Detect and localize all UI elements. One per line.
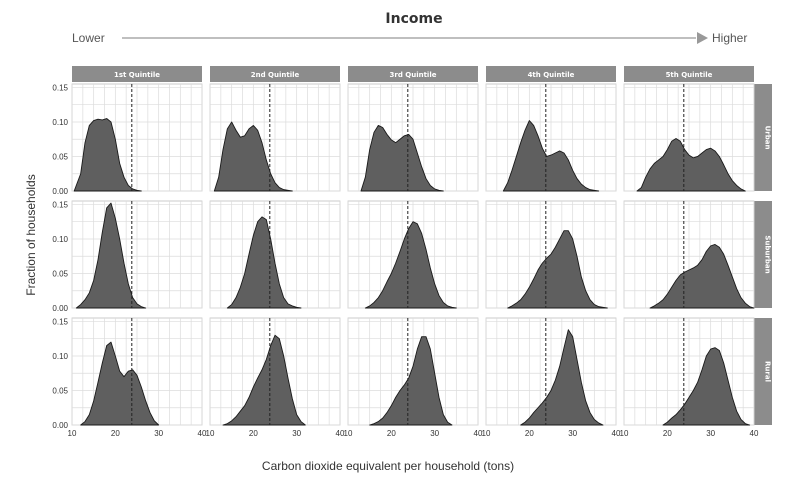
y-tick-label: 0.05: [52, 386, 68, 395]
y-tick-label: 0.15: [52, 83, 68, 92]
panel-rural-5th-quintile: 10 20 30 40: [620, 317, 759, 438]
chart-title: Income: [385, 11, 442, 27]
density-area: [662, 347, 751, 426]
row-header-urban: [754, 84, 772, 191]
panel-urban-2nd-quintile: [209, 83, 341, 192]
y-tick-label: 0.15: [52, 317, 68, 326]
column-header-label: 1st Quintile: [114, 71, 160, 79]
panel-suburban-5th-quintile: [623, 200, 755, 309]
x-tick-label: 10: [344, 429, 353, 438]
x-tick-label: 20: [249, 429, 258, 438]
x-tick-label: 20: [111, 429, 120, 438]
row-header-label: Urban: [764, 126, 772, 150]
y-tick-label: 0.00: [52, 304, 68, 313]
column-header-label: 3rd Quintile: [390, 71, 437, 79]
density-area: [360, 124, 444, 192]
x-tick-label: 40: [750, 429, 759, 438]
panel-suburban-3rd-quintile: [347, 200, 479, 309]
x-tick-label: 40: [474, 429, 483, 438]
x-tick-label: 30: [292, 429, 301, 438]
density-area: [364, 221, 457, 309]
density-area: [520, 329, 604, 426]
panel-grid: 1st Quintile 2nd Quintile 3rd Quintile 4th …: [52, 66, 772, 438]
y-tick-label: 0.05: [52, 152, 68, 161]
y-tick-label: 0.00: [52, 187, 68, 196]
income-lower-label: Lower: [72, 31, 105, 45]
column-header-2nd-quintile: [210, 66, 340, 82]
column-header-3rd-quintile: [348, 66, 478, 82]
x-tick-label: 30: [154, 429, 163, 438]
x-tick-label: 20: [525, 429, 534, 438]
row-header-label: Suburban: [764, 235, 772, 273]
column-header-5th-quintile: [624, 66, 754, 82]
y-axis-title: Fraction of households: [24, 174, 38, 295]
row-header-rural: [754, 318, 772, 425]
column-header-label: 2nd Quintile: [251, 71, 300, 79]
column-header-label: 4th Quintile: [528, 71, 575, 79]
x-axis-title: Carbon dioxide equivalent per household …: [262, 459, 514, 473]
density-area: [222, 334, 306, 426]
density-area: [649, 244, 755, 309]
panel-suburban-2nd-quintile: [209, 200, 341, 309]
x-tick-label: 10: [206, 429, 215, 438]
panel-urban-5th-quintile: [623, 83, 755, 192]
x-tick-label: 10: [620, 429, 629, 438]
x-tick-label: 30: [568, 429, 577, 438]
panel-rural-1st-quintile: 0.00 0.05 0.10 0.15 10 20 30 40: [52, 317, 207, 438]
x-tick-label: 30: [706, 429, 715, 438]
y-tick-label: 0.05: [52, 269, 68, 278]
row-header-label: Rural: [764, 361, 772, 382]
y-tick-label: 0.10: [52, 235, 68, 244]
column-header-4th-quintile: [486, 66, 616, 82]
density-area: [73, 118, 142, 192]
x-tick-label: 30: [430, 429, 439, 438]
y-tick-label: 0.15: [52, 200, 68, 209]
column-header-1st-quintile: [72, 66, 202, 82]
density-area: [80, 341, 160, 426]
row-header-suburban: [754, 201, 772, 308]
panel-urban-3rd-quintile: [347, 83, 479, 192]
density-area: [75, 202, 147, 309]
y-tick-label: 0.00: [52, 421, 68, 430]
density-area: [636, 138, 746, 192]
density-area: [502, 120, 600, 192]
panel-suburban-4th-quintile: [485, 200, 617, 309]
density-area: [369, 336, 453, 426]
x-tick-label: 10: [482, 429, 491, 438]
panel-rural-2nd-quintile: 10 20 30 40: [206, 317, 345, 438]
x-tick-label: 10: [68, 429, 77, 438]
income-arrow-head-icon: [697, 32, 708, 44]
x-tick-label: 20: [387, 429, 396, 438]
y-tick-label: 0.10: [52, 118, 68, 127]
panel-suburban-1st-quintile: 0.00 0.05 0.10 0.15: [52, 200, 203, 313]
x-tick-label: 40: [336, 429, 345, 438]
income-higher-label: Higher: [712, 31, 747, 45]
panel-urban-1st-quintile: 0.00 0.05 0.10 0.15: [52, 83, 203, 196]
x-tick-label: 20: [663, 429, 672, 438]
x-tick-label: 40: [612, 429, 621, 438]
density-area: [226, 216, 302, 309]
column-header-label: 5th Quintile: [666, 71, 713, 79]
panel-rural-4th-quintile: 10 20 30 40: [482, 317, 621, 438]
y-tick-label: 0.10: [52, 352, 68, 361]
density-area: [507, 230, 608, 309]
density-area: [213, 121, 293, 192]
panel-urban-4th-quintile: [485, 83, 617, 192]
panel-rural-3rd-quintile: 10 20 30 40: [344, 317, 483, 438]
x-tick-label: 40: [198, 429, 207, 438]
